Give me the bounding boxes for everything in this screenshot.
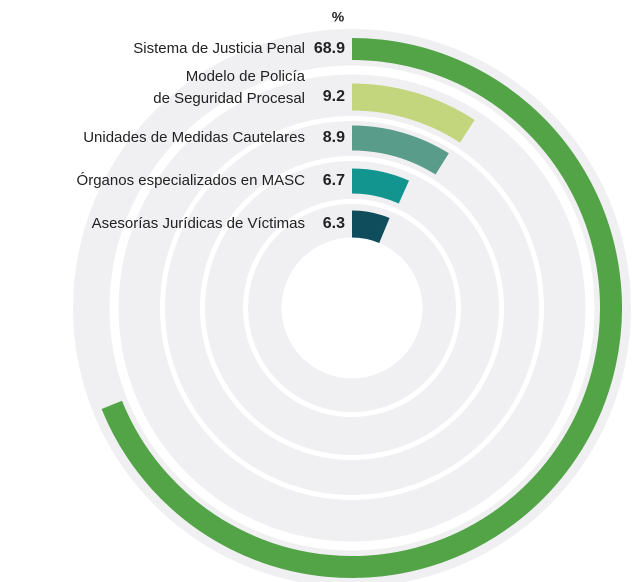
category-label: de Seguridad Procesal bbox=[153, 90, 305, 107]
category-label: Modelo de Policía bbox=[186, 68, 306, 85]
arc-bar bbox=[351, 83, 475, 143]
value-label: 6.3 bbox=[323, 215, 345, 232]
value-label: 68.9 bbox=[314, 40, 345, 57]
track-gap bbox=[243, 199, 461, 417]
track-gap bbox=[109, 65, 595, 551]
arc-bar bbox=[351, 125, 449, 175]
category-label: Órganos especializados en MASC bbox=[77, 172, 306, 189]
arc-bar bbox=[351, 168, 410, 204]
category-label: Asesorías Jurídicas de Víctimas bbox=[92, 215, 305, 232]
category-label: Sistema de Justicia Penal bbox=[133, 40, 305, 57]
center-hole bbox=[281, 237, 423, 379]
track-gap bbox=[160, 116, 544, 500]
value-label: 8.9 bbox=[323, 129, 345, 146]
value-label: 9.2 bbox=[323, 88, 345, 105]
track-gap bbox=[200, 156, 504, 460]
unit-label: % bbox=[332, 9, 345, 25]
arc-bar bbox=[101, 38, 622, 578]
value-label: 6.7 bbox=[323, 172, 345, 189]
arc-bar bbox=[351, 210, 390, 244]
category-label: Unidades de Medidas Cautelares bbox=[83, 129, 305, 146]
